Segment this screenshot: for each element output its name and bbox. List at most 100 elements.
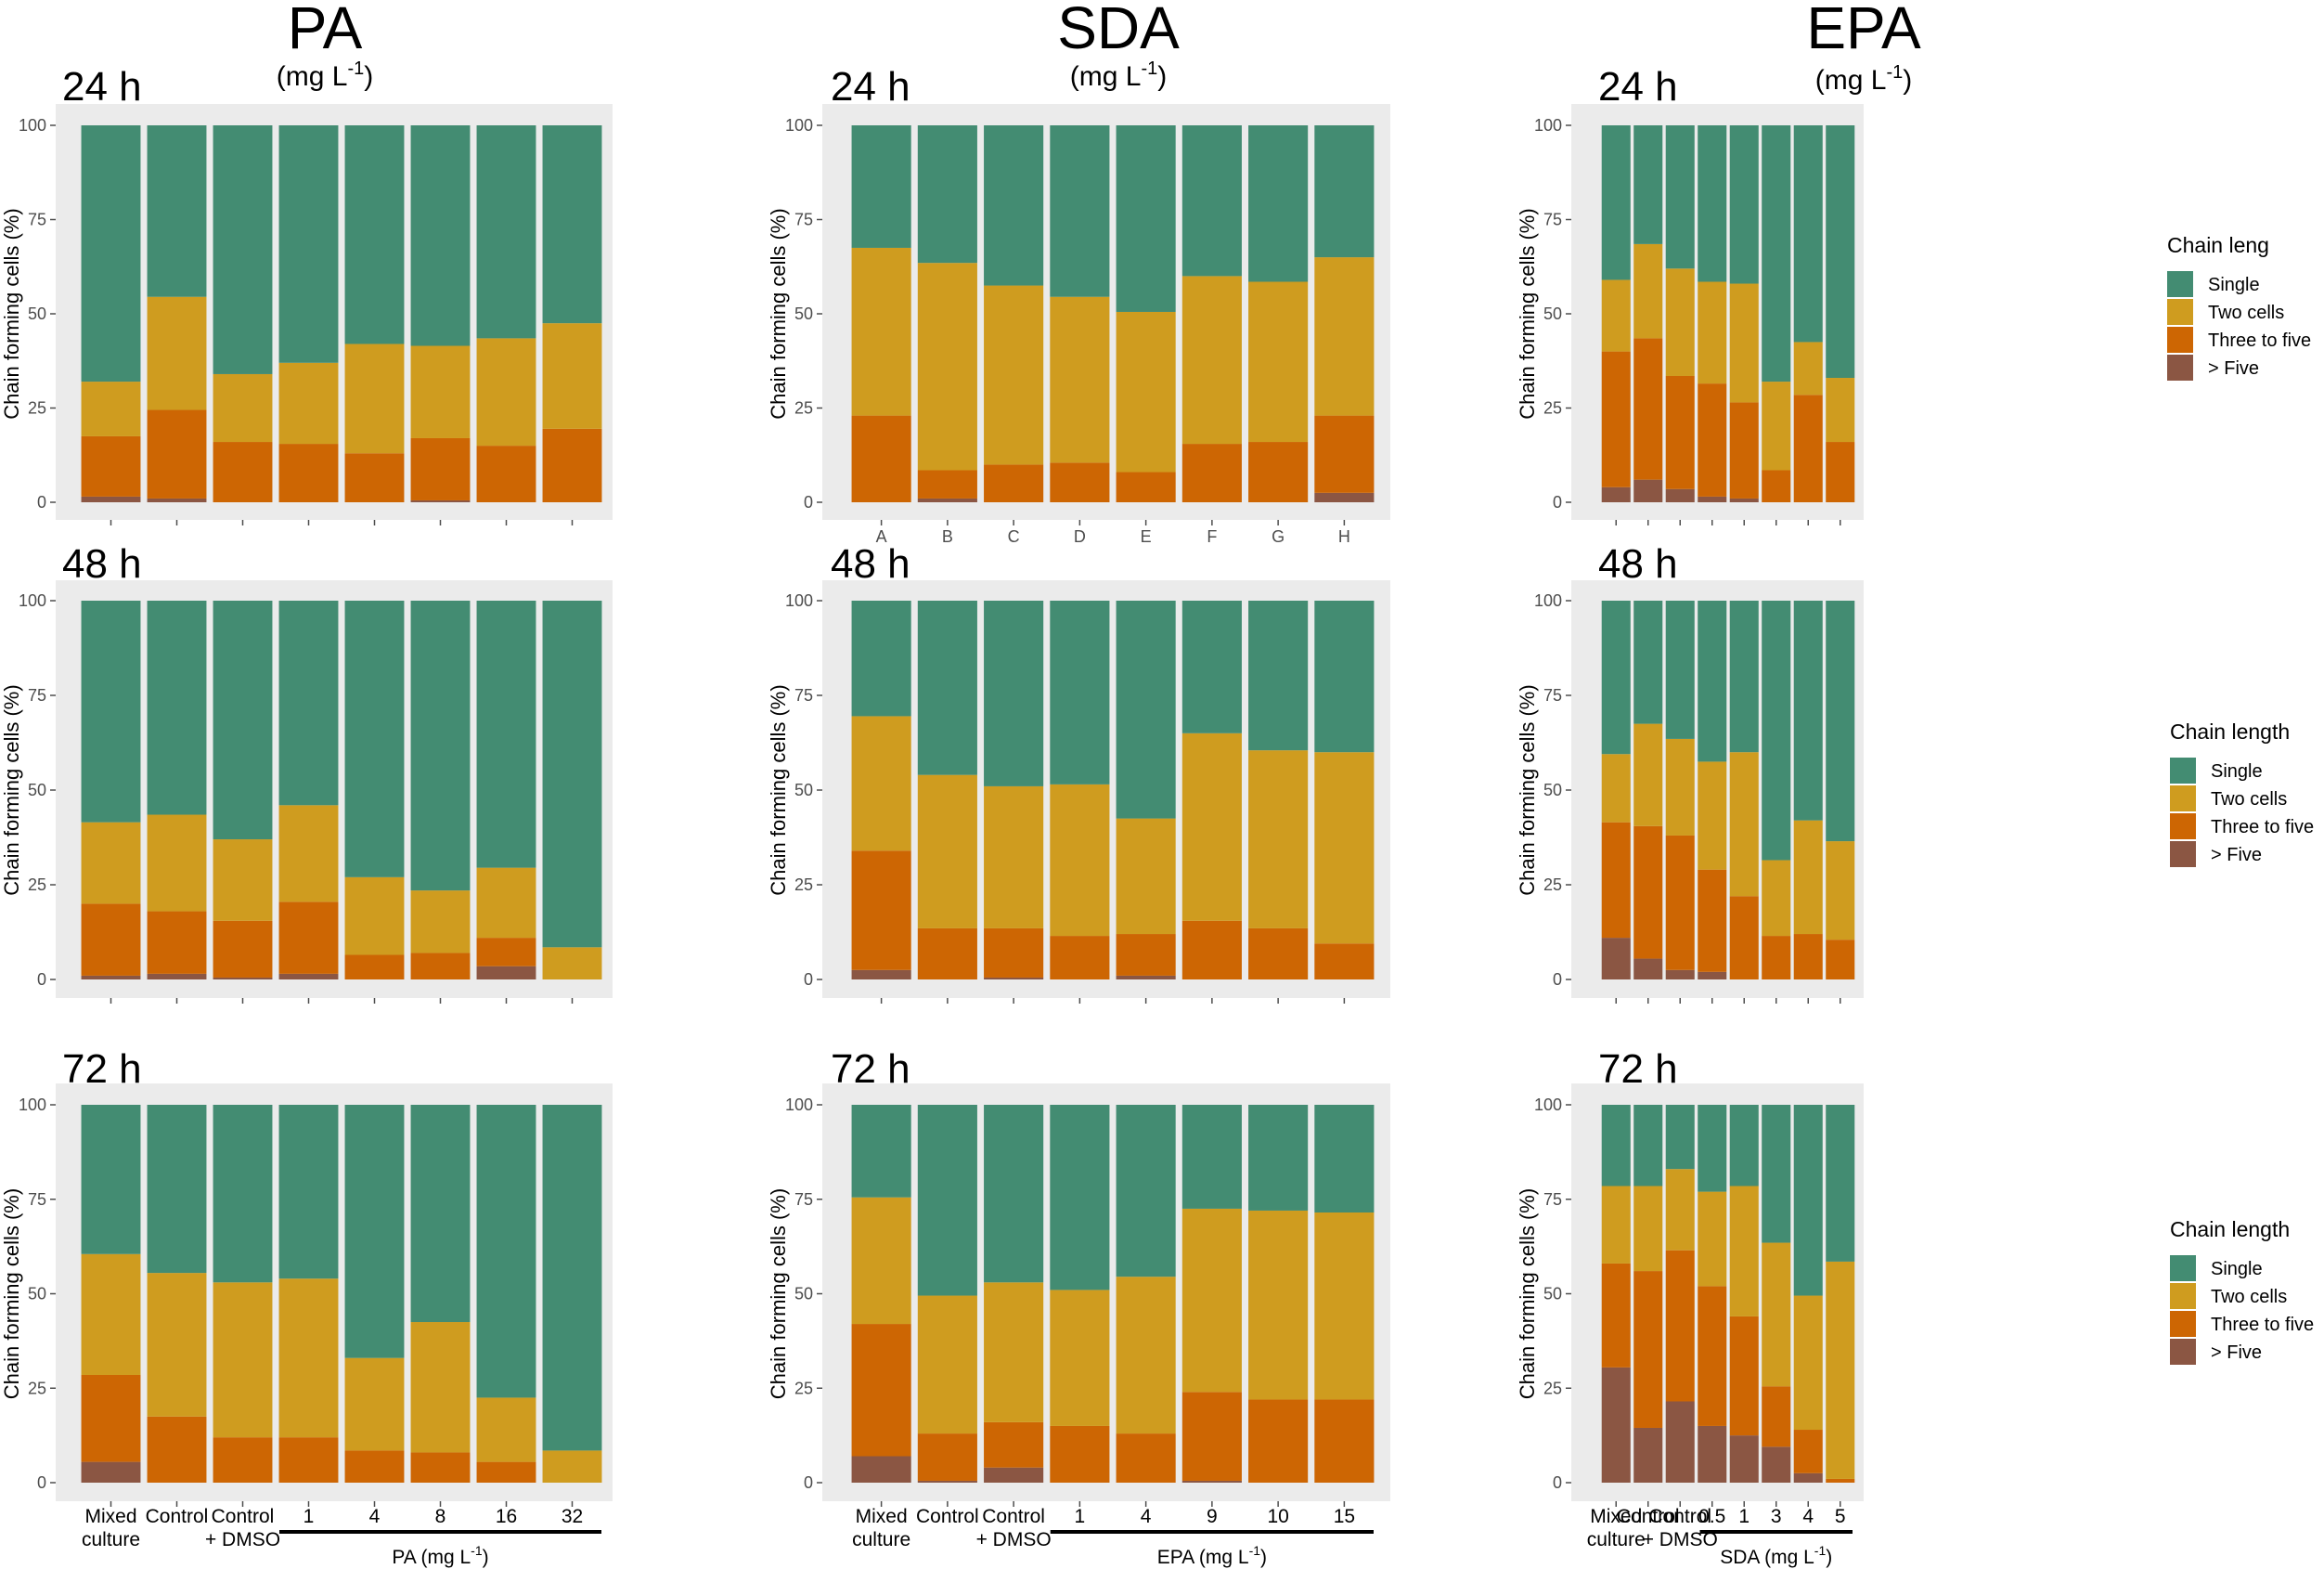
bar-segment-five [1116,975,1176,979]
bar-segment-five [917,498,977,502]
y-tick-label: 50 [794,305,813,323]
unit-close: ) [1903,65,1912,96]
category-label: Control [916,1506,979,1527]
bar-segment-single [984,601,1044,786]
bar-segment-threetofive [1050,936,1110,979]
bar-segment-five [81,975,141,979]
bar-segment-twocells [1826,841,1855,940]
bar-segment-threetofive [147,409,207,499]
bar-segment-twocells [1248,750,1309,928]
bar-segment-twocells [1050,1290,1110,1426]
bar-segment-threetofive [1729,896,1759,979]
column-unit: (mg L-1) [1070,58,1167,92]
bar-segment-twocells [410,1322,471,1453]
bar-segment-single [1116,601,1176,819]
category-label: 4 [1141,1506,1152,1527]
bar-segment-twocells [1826,378,1855,443]
category-label: 1 [1075,1506,1086,1527]
bar-segment-single [1729,125,1759,284]
y-axis-label: Chain forming cells (%) [767,1188,790,1399]
unit-text: (mg L [1815,65,1887,96]
category-label: + DMSO [1643,1529,1718,1550]
bar-segment-threetofive [278,901,339,974]
x-tick-label: A [876,527,887,546]
bar-segment-threetofive [1793,395,1823,502]
bar-segment-single [1248,601,1309,751]
bar-segment-single [1729,601,1759,753]
legend-title: Chain length [2170,720,2290,744]
group-label: PA (mg L-1) [392,1543,488,1568]
bar-segment-twocells [1181,1208,1242,1393]
bar-segment-twocells [984,1282,1044,1422]
unit-text: (mg L [277,61,348,92]
bar-segment-twocells [1601,279,1631,352]
bar-segment-single [917,601,977,775]
column-unit: (mg L-1) [277,58,373,92]
bar-segment-twocells [1698,281,1727,384]
bar-segment-threetofive [81,435,141,497]
bar-segment-single [1698,601,1727,762]
bar-segment-threetofive [1665,835,1695,970]
bar-segment-single [917,125,977,264]
bar-segment-twocells [476,867,536,939]
category-label: 0.5 [1698,1506,1725,1527]
category-label: 10 [1267,1506,1288,1527]
bar-segment-threetofive [1181,444,1242,502]
panel-sda-72h: 0 25 50 75 100 Chain forming cells (%) 72 h [767,1046,1390,1507]
bar-segment-five [1633,1427,1663,1483]
bar-segment-threetofive [1050,462,1110,502]
bar-segment-twocells [278,362,339,445]
time-label: 48 h [831,541,910,587]
bar-segment-threetofive [344,453,405,502]
legend-label: Two cells [2208,303,2284,323]
bar-segment-five [1698,1425,1727,1483]
bar-segment-single [542,601,602,948]
category-label: 1 [303,1506,315,1527]
bar-segment-twocells [476,1397,536,1462]
time-label: 24 h [62,64,142,110]
bar-segment-threetofive [917,927,977,979]
bar-segment-five [1181,1480,1242,1483]
bar-segment-twocells [1793,342,1823,396]
bar-segment-single [1698,1105,1727,1192]
bar-segment-twocells [1665,1169,1695,1251]
bar-segment-threetofive [1116,1433,1176,1483]
bar-segment-threetofive [147,1416,207,1483]
bar-segment-threetofive [1314,415,1375,493]
bar-segment-single [1248,125,1309,282]
bar-segment-single [1050,125,1110,297]
bar-segment-threetofive [1729,1316,1759,1436]
category-label: Mixed [1590,1506,1642,1527]
bar-segment-single [476,125,536,339]
bar-segment-single [1601,601,1631,755]
time-label: 48 h [1598,541,1678,587]
bar-segment-threetofive [1793,934,1823,979]
y-tick-label: 0 [1553,493,1562,512]
category-label: + DMSO [205,1529,280,1550]
legend-label: > Five [2208,358,2259,379]
group-label-sup: -1 [1814,1543,1827,1558]
y-tick-label: 75 [794,1190,813,1209]
bar-segment-threetofive [1826,442,1855,502]
bar-segment-twocells [1665,738,1695,836]
time-label: 72 h [831,1046,910,1092]
y-tick-label: 50 [1543,1285,1562,1303]
legend-label: Three to five [2211,1315,2314,1335]
y-tick-label: 100 [1534,1096,1562,1114]
y-tick-label: 0 [804,970,813,989]
bar-segment-single [147,125,207,297]
bar-segment-twocells [278,805,339,902]
bar-segment-twocells [147,814,207,912]
bar-segment-twocells [1762,1242,1791,1387]
bar-segment-twocells [542,1450,602,1483]
bar-segment-single [851,125,911,248]
y-tick-label: 0 [1553,1473,1562,1492]
time-label: 24 h [1598,64,1678,110]
bar-segment-threetofive [1601,822,1631,939]
category-label: culture [1587,1529,1646,1550]
bar-segment-single [1601,1105,1631,1186]
bar-segment-threetofive [278,444,339,502]
bar-segment-twocells [1698,1191,1727,1287]
